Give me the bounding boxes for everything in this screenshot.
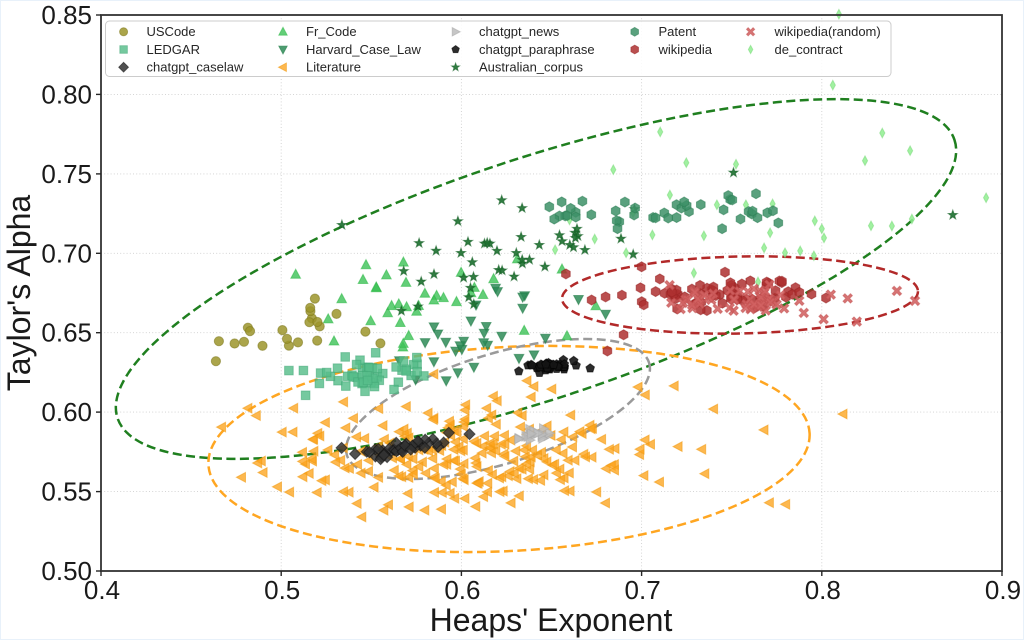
svg-text:0.8: 0.8: [805, 575, 841, 605]
svg-text:0.6: 0.6: [444, 575, 480, 605]
svg-text:0.60: 0.60: [41, 397, 92, 427]
svg-text:0.85: 0.85: [41, 0, 92, 30]
svg-text:Heaps' Exponent: Heaps' Exponent: [430, 602, 673, 638]
svg-text:0.4: 0.4: [84, 575, 120, 605]
svg-text:de_contract: de_contract: [775, 42, 843, 57]
svg-text:LEDGAR: LEDGAR: [147, 42, 200, 57]
svg-text:0.70: 0.70: [41, 238, 92, 268]
svg-text:0.50: 0.50: [41, 556, 92, 586]
svg-text:0.5: 0.5: [264, 575, 300, 605]
svg-text:chatgpt_caselaw: chatgpt_caselaw: [147, 60, 244, 75]
svg-text:Fr_Code: Fr_Code: [306, 24, 357, 39]
svg-text:0.80: 0.80: [41, 79, 92, 109]
svg-text:0.75: 0.75: [41, 159, 92, 189]
svg-text:chatgpt_news: chatgpt_news: [479, 24, 560, 39]
svg-text:wikipedia(random): wikipedia(random): [774, 24, 881, 39]
svg-text:wikipedia: wikipedia: [658, 42, 713, 57]
svg-text:Australian_corpus: Australian_corpus: [479, 60, 584, 75]
svg-text:Literature: Literature: [306, 60, 361, 75]
svg-text:0.9: 0.9: [985, 575, 1021, 605]
svg-text:0.55: 0.55: [41, 477, 92, 507]
svg-text:Taylor's Alpha: Taylor's Alpha: [1, 195, 37, 392]
svg-text:0.65: 0.65: [41, 318, 92, 348]
svg-text:Harvard_Case_Law: Harvard_Case_Law: [306, 42, 422, 57]
svg-text:USCode: USCode: [147, 24, 196, 39]
svg-text:chatgpt_paraphrase: chatgpt_paraphrase: [479, 42, 595, 57]
svg-text:0.7: 0.7: [625, 575, 661, 605]
svg-text:Patent: Patent: [659, 24, 697, 39]
